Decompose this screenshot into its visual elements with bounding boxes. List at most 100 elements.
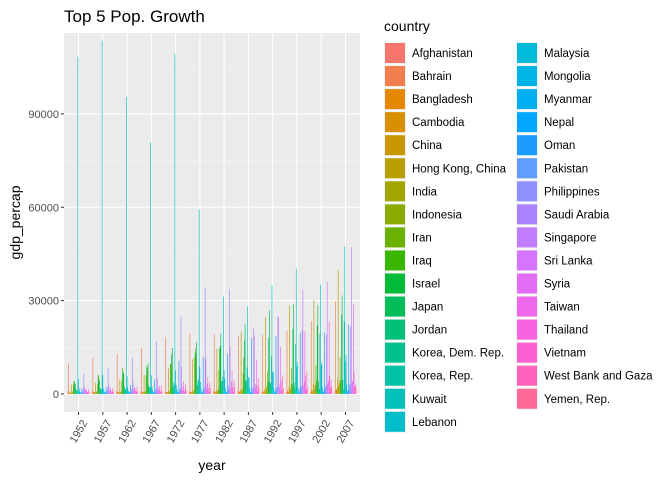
bar [274,392,275,394]
bar [204,287,206,394]
legend-item: Korea, Dem. Rep. [384,341,504,364]
bar [293,304,294,394]
bar [129,391,131,394]
bar [220,333,222,394]
bar [74,383,76,394]
bar [183,381,184,394]
bar [290,384,292,394]
bar [69,392,71,394]
bar [341,295,343,394]
bar [300,387,302,394]
bar [227,389,229,394]
bar [232,386,234,394]
legend-item: Oman [516,134,575,157]
legend-swatch [517,296,537,317]
bar [274,391,276,394]
bar [169,390,170,394]
legend-swatch [517,319,537,340]
legend-label: Saudi Arabia [544,209,610,221]
bar [134,388,136,394]
bar [192,359,193,394]
legend-item: Malaysia [516,42,590,64]
legend-label: Korea, Dem. Rep. [412,348,504,360]
bar [346,384,348,394]
bar [303,385,304,394]
bar [70,384,72,394]
bar [276,387,277,394]
bar [267,371,268,394]
x-tick-label: 1957 [92,418,115,445]
bar [299,390,300,394]
bar [136,387,138,394]
bar [111,391,112,394]
bar [79,391,81,394]
legend-label: Cambodia [412,117,465,129]
bar [215,392,216,394]
bar [226,391,228,394]
y-tick-label: 60000 [28,202,59,214]
legend-swatch [385,250,405,271]
bar [349,385,350,394]
legend-item: Mongolia [516,65,591,88]
legend-swatch [385,135,405,156]
bar [103,388,104,394]
bar [74,381,75,394]
bar [310,391,311,394]
bar [91,391,93,394]
bar [221,381,222,394]
bar [288,386,290,394]
bar [353,370,355,394]
bar [134,387,135,394]
bar [188,391,190,394]
legend-label: Japan [412,302,443,314]
bar [127,387,129,394]
bar [95,382,96,394]
bar [273,388,275,394]
bar [328,321,330,394]
bar [272,371,274,394]
bar [196,342,197,394]
bar [73,381,75,394]
bar [117,391,119,394]
bar [84,390,86,394]
legend: Afghanistan Bahrain Bangladesh Cambodia Chin… [384,42,653,433]
legend-item: China [384,134,443,157]
bar [93,391,94,394]
bar [71,392,73,394]
bar [154,379,155,394]
legend-item: Korea, Rep. [384,364,473,387]
bar [228,385,230,394]
x-tick-label: 2002 [310,418,333,445]
legend-item: Cambodia [384,111,465,134]
bar [141,347,142,394]
bar [243,357,245,394]
bar [301,329,303,394]
legend-item: Kuwait [384,387,447,410]
legend-label: Sri Lanka [544,255,593,267]
bar [280,346,281,394]
bar [196,385,198,394]
bar [112,388,114,394]
bar [334,390,336,394]
bar [310,321,312,394]
bar [176,389,178,394]
legend-swatch [517,365,537,386]
bar [119,379,121,394]
bar [132,382,134,394]
bar [348,324,350,394]
bar [223,370,225,394]
bar [269,310,270,394]
bar [250,391,252,394]
bar [210,388,211,394]
bar [140,391,142,394]
bar [102,375,104,394]
legend-item: Afghanistan [384,42,473,64]
legend-label: Israel [412,279,440,291]
bar [78,378,79,394]
bar [120,391,121,394]
bar [294,388,296,394]
bar [128,392,130,394]
bar [192,391,194,394]
legend-item: Pakistan [516,157,588,180]
legend-label: Iraq [412,255,432,267]
